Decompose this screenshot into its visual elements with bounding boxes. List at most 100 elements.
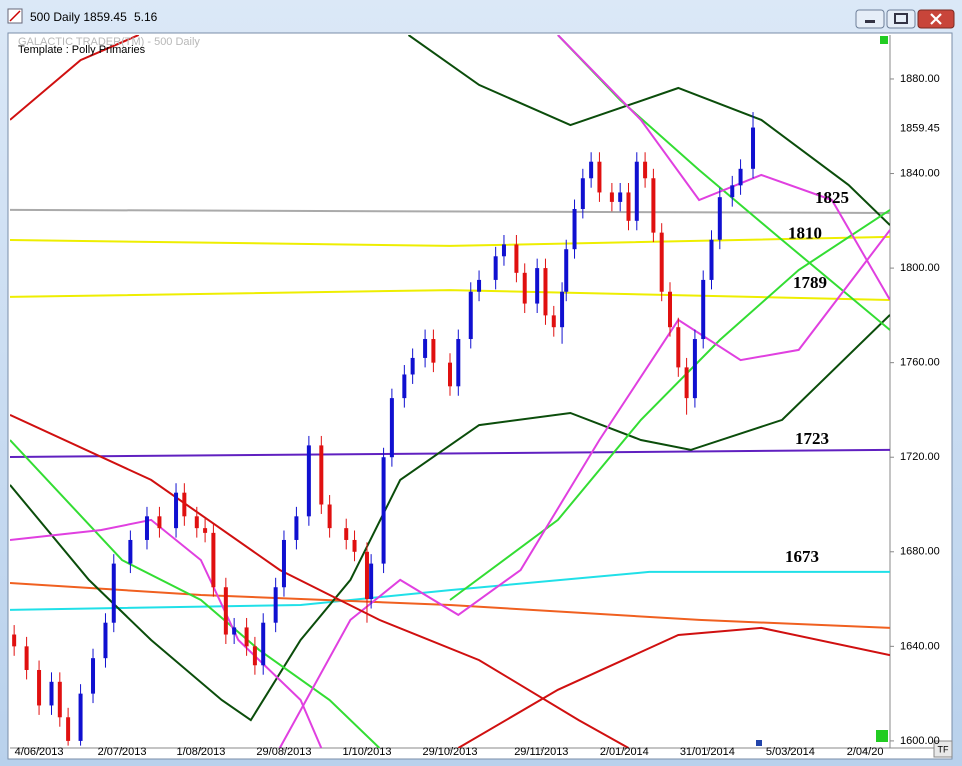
y-tick-label: 1800.00 — [900, 262, 940, 274]
level-label: 1673 — [785, 547, 819, 566]
candle-body — [24, 646, 29, 670]
candle-body — [431, 339, 436, 363]
candle-body — [501, 244, 506, 257]
candle-body — [535, 268, 540, 304]
candle-body — [522, 272, 527, 304]
candle-body — [651, 178, 656, 233]
candle-body — [659, 232, 664, 292]
window-change: 5.16 — [134, 10, 158, 24]
candle-body — [543, 268, 548, 316]
candle-body — [49, 681, 54, 706]
candle-body — [327, 504, 332, 529]
y-tick-label: 1640.00 — [900, 640, 940, 652]
candle-body — [66, 717, 71, 741]
x-tick-label: 29/11/2013 — [514, 746, 568, 758]
candle-body — [564, 249, 569, 292]
cycle-line — [10, 518, 323, 748]
plot-area — [10, 35, 890, 748]
close-glyph — [930, 13, 942, 25]
candle-body — [456, 339, 461, 387]
y-tick-label: 1840.00 — [900, 167, 940, 179]
level-label: 1789 — [793, 273, 827, 292]
candle-body — [580, 178, 585, 209]
candle-body — [468, 291, 473, 340]
candle-body — [252, 646, 257, 666]
cycle-line — [278, 229, 890, 748]
cycle-line — [407, 35, 890, 226]
candle-body — [684, 367, 689, 399]
candle-body — [174, 492, 179, 529]
candle-body — [410, 357, 415, 375]
candle-body — [128, 539, 133, 564]
candle-body — [306, 445, 311, 517]
candle-body — [423, 339, 428, 358]
cycle-line — [10, 35, 140, 121]
y-tick-label: 1880.00 — [900, 73, 940, 85]
candle-body — [381, 457, 386, 564]
candle-body — [402, 374, 407, 399]
tf-button-label: TF — [938, 744, 949, 754]
legend-line: GALACTIC TRADER(TM) - 500 Daily — [18, 36, 200, 48]
candle-body — [493, 256, 498, 280]
candle-body — [364, 551, 369, 600]
candle-body — [319, 445, 324, 505]
minimize-glyph — [865, 20, 875, 23]
cycle-line — [449, 209, 890, 601]
scroll-marker[interactable] — [756, 740, 762, 746]
candle-body — [560, 291, 565, 328]
candle-body — [589, 161, 594, 179]
candle-body — [281, 539, 286, 588]
y-tick-label: 1760.00 — [900, 357, 940, 369]
maximize-glyph — [894, 13, 908, 24]
cycle-line — [10, 314, 890, 722]
level-label: 1723 — [795, 429, 829, 448]
client-area — [7, 32, 953, 760]
candle-body — [597, 161, 602, 193]
x-tick-label: 1/10/2013 — [343, 746, 392, 758]
candle-body — [223, 587, 228, 635]
x-tick-label: 2/07/2013 — [98, 746, 147, 758]
cycle-line — [10, 448, 890, 458]
status-indicator — [876, 730, 888, 742]
x-tick-label: 2/01/2014 — [600, 746, 649, 758]
candle-body — [643, 161, 648, 179]
y-tick-label: 1720.00 — [900, 451, 940, 463]
minimize-button[interactable] — [855, 9, 885, 29]
candle-body — [717, 197, 722, 240]
candle-body — [194, 516, 199, 529]
level-label: 1810 — [788, 223, 822, 242]
x-tick-label: 1/08/2013 — [176, 746, 225, 758]
candle-body — [389, 398, 394, 458]
candle-body — [676, 327, 681, 368]
candle-body — [78, 693, 83, 741]
candle-body — [701, 279, 706, 340]
status-indicator — [880, 36, 888, 44]
candle-body — [692, 339, 697, 399]
y-tick-label: 1600.00 — [900, 735, 940, 747]
candle-body — [634, 161, 639, 221]
candle-body — [572, 208, 577, 250]
candle-body — [182, 492, 187, 517]
candle-body — [738, 168, 743, 186]
candle-body — [57, 681, 62, 718]
candle-body — [91, 658, 96, 694]
candle-body — [344, 528, 349, 540]
cycle-line — [10, 289, 890, 301]
candle-body — [103, 622, 108, 659]
candle-body — [668, 291, 672, 328]
cycle-line — [10, 570, 890, 611]
maximize-button[interactable] — [886, 9, 916, 29]
cycle-line — [457, 626, 890, 748]
legend-line: Template : Polly Primaries — [18, 44, 146, 56]
window-icon-glyph — [9, 10, 21, 22]
cycle-line — [10, 208, 890, 214]
tf-button[interactable] — [933, 740, 953, 758]
y-tick-label: 1680.00 — [900, 546, 940, 558]
candle-body — [111, 563, 116, 623]
x-tick-label: 31/01/2014 — [680, 746, 735, 758]
level-label: 1825 — [815, 188, 849, 207]
candle-body — [551, 315, 556, 328]
cycle-line — [10, 439, 381, 748]
cycle-line — [10, 235, 890, 247]
candle-body — [477, 279, 482, 292]
